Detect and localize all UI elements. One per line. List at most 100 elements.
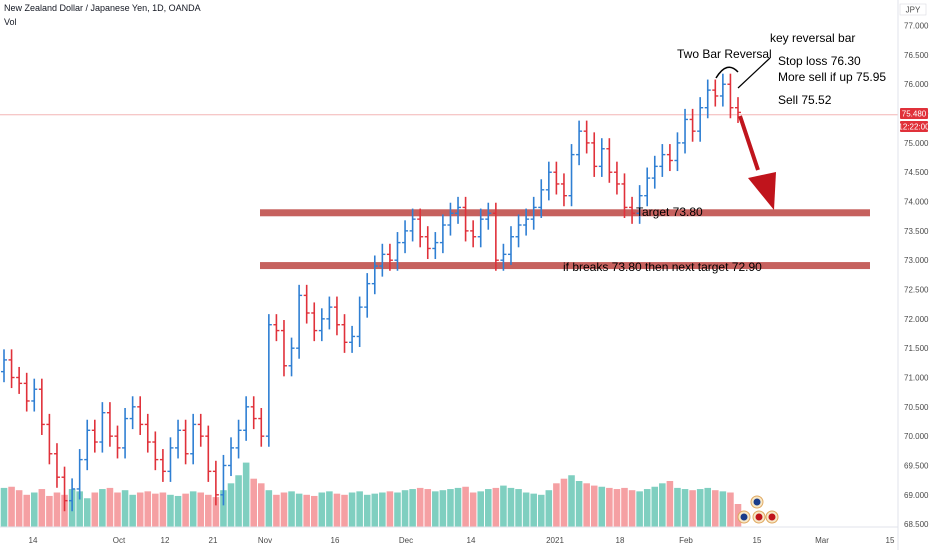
sell-label: Sell 75.52 (778, 93, 832, 107)
volume-bar (99, 489, 106, 527)
last-price-value: 75.480 (902, 110, 927, 119)
volume-bar (106, 487, 114, 527)
volume-bar (83, 498, 91, 527)
volume-bar (674, 487, 681, 527)
key-reversal-pointer (737, 57, 771, 89)
volume-bar (129, 494, 136, 527)
volume-bar (621, 487, 628, 527)
volume-bar (401, 490, 409, 527)
volume-bar (469, 492, 477, 527)
x-tick-label: 21 (209, 536, 218, 545)
volume-bar (23, 494, 30, 527)
volume-bar (46, 495, 53, 527)
volume-bar (318, 492, 326, 527)
x-tick-label: Oct (113, 536, 126, 545)
y-tick-label: 71.000 (904, 374, 929, 383)
volume-bar (666, 481, 674, 527)
volume-bar (288, 491, 295, 527)
volume-bar (53, 492, 61, 527)
y-tick-label: 76.500 (904, 51, 929, 60)
volume-bar (515, 489, 522, 527)
volume-bar (568, 475, 575, 527)
volume-bar (167, 494, 174, 527)
jp-flag-icon (755, 513, 763, 521)
volume-bar (636, 491, 643, 527)
volume-bar (500, 485, 507, 527)
y-tick-label: 75.000 (904, 139, 929, 148)
y-tick-label: 71.500 (904, 344, 929, 353)
volume-bar (235, 475, 242, 527)
x-tick-label: Mar (815, 536, 829, 545)
volume-bar (485, 489, 492, 527)
volume-bar (152, 493, 159, 527)
volume-bar (371, 493, 379, 527)
x-tick-label: 15 (886, 536, 895, 545)
x-tick-label: Feb (679, 536, 693, 545)
x-tick-label: 15 (753, 536, 762, 545)
x-tick-label: 18 (616, 536, 625, 545)
y-tick-label: 72.000 (904, 315, 929, 324)
target-1-label: Target 73.80 (636, 205, 703, 219)
volume-bar (507, 487, 515, 527)
volume-bar (454, 487, 462, 527)
volume-bar (91, 492, 99, 527)
volume-bar (575, 481, 583, 527)
volume-bar (439, 490, 447, 527)
volume-bar (341, 494, 348, 527)
volume-bar (432, 491, 439, 527)
volume-bar (0, 487, 8, 527)
volume-bar (174, 495, 182, 527)
volume-bar (114, 492, 121, 527)
volume-bar (8, 486, 15, 527)
x-tick-label: 12 (161, 536, 170, 545)
volume-bar (121, 490, 129, 527)
countdown-value: 12:22:00 (898, 123, 930, 132)
y-tick-label: 74.500 (904, 168, 929, 177)
volume-bar (704, 487, 712, 527)
volume-bar (447, 489, 454, 527)
x-tick-label: Dec (399, 536, 413, 545)
volume-bar (681, 489, 689, 527)
down-arrow-shaft (738, 115, 760, 171)
y-tick-label: 73.000 (904, 256, 929, 265)
y-tick-label: 69.000 (904, 491, 929, 500)
volume-bar (560, 478, 568, 527)
volume-bar (462, 486, 469, 527)
volume-bar (189, 491, 197, 527)
volume-bar (628, 490, 636, 527)
volume-bar (333, 493, 341, 527)
jp-flag-icon-2 (768, 513, 776, 521)
volume-bar (197, 492, 205, 527)
countdown-badge (900, 121, 928, 132)
currency-label: JPY (906, 6, 921, 15)
y-tick-label: 76.000 (904, 80, 929, 89)
volume-bar (257, 483, 265, 527)
y-tick-label: 70.500 (904, 403, 929, 412)
y-tick-label: 74.000 (904, 198, 929, 207)
volume-bar (159, 492, 167, 527)
two-bar-arc (715, 66, 739, 79)
x-tick-label: 14 (467, 536, 476, 545)
last-price-badge (900, 108, 928, 119)
down-arrow-head (748, 172, 776, 210)
x-tick-label: 14 (29, 536, 38, 545)
volume-bar (227, 483, 235, 527)
nz-flag-icon-2 (740, 513, 748, 521)
volume-bar (310, 495, 318, 527)
y-tick-label: 72.500 (904, 286, 929, 295)
target-zone-73-80 (260, 209, 870, 217)
volume-bar (537, 494, 545, 527)
volume-bar (348, 492, 356, 527)
volume-bar (144, 491, 152, 527)
volume-bar (712, 490, 719, 527)
target-zone-72-90 (260, 262, 870, 270)
volume-bar (583, 483, 590, 527)
volume-bar (15, 490, 23, 527)
volume-bar (409, 489, 416, 527)
volume-bar (242, 462, 250, 527)
volume-bar (643, 489, 651, 527)
volume-bar (30, 492, 38, 527)
volume-bar (250, 478, 257, 527)
volume-bar (477, 491, 485, 527)
